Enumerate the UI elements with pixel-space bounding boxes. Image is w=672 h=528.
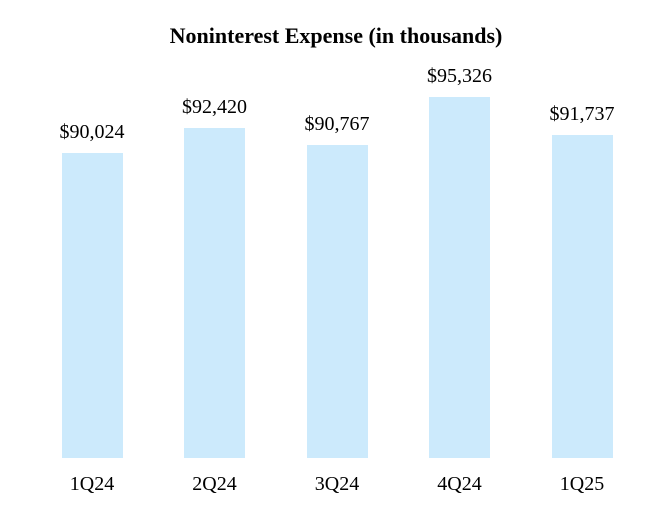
x-axis: 1Q24 2Q24 3Q24 4Q24 1Q25 — [0, 472, 672, 498]
bar — [184, 128, 245, 458]
bar-value-label: $95,326 — [427, 65, 492, 87]
x-tick-label: 2Q24 — [192, 473, 237, 495]
x-tick-label: 4Q24 — [437, 473, 482, 495]
bar — [429, 97, 490, 458]
bar-value-label: $90,767 — [304, 113, 370, 135]
plot-area: $90,024 $92,420 $90,767 $95,326 $91,737 — [0, 66, 672, 458]
bar-value-label: $91,737 — [549, 103, 615, 125]
bar — [61, 153, 123, 458]
x-tick-label: 3Q24 — [314, 473, 360, 495]
x-tick-label: 1Q24 — [69, 473, 115, 495]
bar-value-label: $92,420 — [182, 96, 247, 118]
bar-value-label: $90,024 — [59, 121, 125, 143]
bar — [306, 145, 368, 458]
chart-title: Noninterest Expense (in thousands) — [169, 23, 503, 48]
x-tick-label: 1Q25 — [559, 473, 605, 495]
bar — [551, 135, 613, 458]
